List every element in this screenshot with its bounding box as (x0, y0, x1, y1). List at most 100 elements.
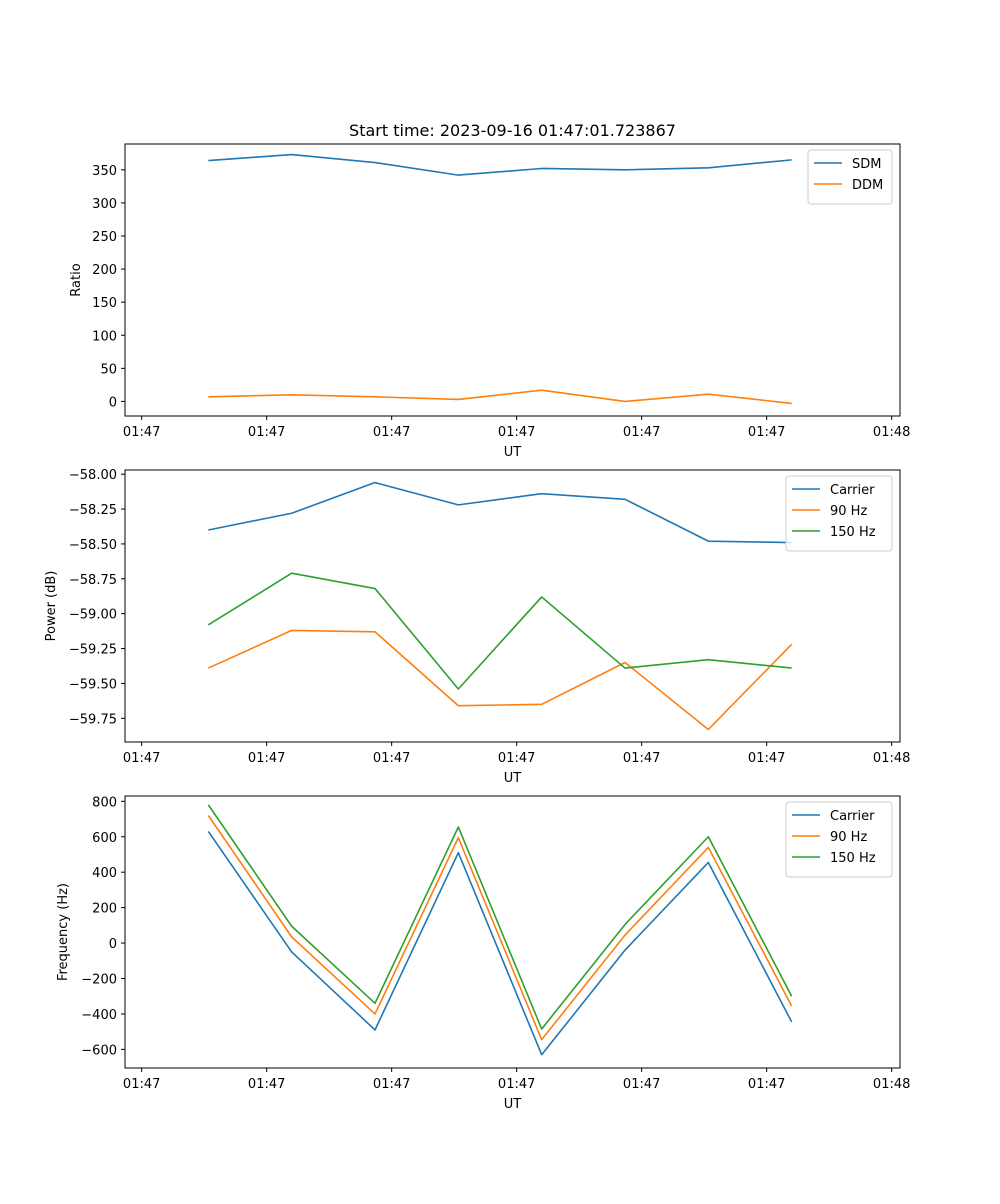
data-point-sdm (705, 165, 711, 171)
x-tick-label: 01:47 (123, 425, 160, 440)
data-point-90-hz (539, 1037, 545, 1043)
x-tick-label: 01:47 (373, 751, 410, 766)
y-tick-label: 300 (92, 197, 117, 212)
x-axis-label: UT (504, 1097, 522, 1112)
data-point-90-hz (372, 1011, 378, 1017)
data-point-150-hz (372, 1000, 378, 1006)
x-tick-label: 01:47 (123, 751, 160, 766)
y-tick-label: 150 (92, 296, 117, 311)
series-line-carrier (208, 481, 792, 544)
data-point-carrier (622, 947, 628, 953)
x-axis-label: UT (504, 771, 522, 786)
y-tick-label: −59.50 (69, 677, 117, 692)
data-point-90-hz (705, 726, 711, 732)
data-point-150-hz (455, 824, 461, 830)
data-point-sdm (372, 160, 378, 166)
y-axis-label: Frequency (Hz) (56, 883, 71, 981)
y-tick-label: −59.00 (69, 608, 117, 623)
data-point-carrier (455, 850, 461, 856)
data-point-ddm (205, 394, 211, 400)
data-point-150-hz (205, 802, 211, 808)
data-point-150-hz (372, 586, 378, 592)
x-tick-label: 01:47 (123, 1077, 160, 1092)
data-point-150-hz (539, 594, 545, 600)
data-point-sdm (789, 157, 795, 163)
legend: Carrier 90 Hz 150 Hz (785, 475, 893, 552)
data-point-90-hz (789, 1003, 795, 1009)
frequency-subplot: 01:47 01:47 01:47 01:47 01:47 01:47 01:48 800 60… (56, 795, 910, 1112)
data-point-150-hz (789, 993, 795, 999)
data-point-ddm (622, 398, 628, 404)
legend-label-90-hz: 90 Hz (830, 504, 867, 519)
legend-label-carrier: Carrier (830, 483, 875, 498)
x-tick-label: 01:47 (373, 1077, 410, 1092)
data-point-carrier (205, 527, 211, 533)
data-point-carrier (705, 859, 711, 865)
plot-frame (124, 469, 901, 743)
legend-label-150-hz: 150 Hz (830, 525, 876, 540)
data-point-90-hz (539, 701, 545, 707)
x-tick-label: 01:48 (873, 751, 910, 766)
x-tick-label: 01:47 (623, 751, 660, 766)
data-point-carrier (205, 828, 211, 834)
y-tick-label: 0 (109, 395, 117, 410)
data-point-sdm (289, 152, 295, 158)
x-tick-label: 01:48 (873, 1077, 910, 1092)
y-tick-label: −400 (81, 1008, 117, 1023)
y-tick-label: −59.25 (69, 643, 117, 658)
data-point-ddm (372, 394, 378, 400)
data-point-carrier (539, 491, 545, 497)
y-tick-label: −58.50 (69, 538, 117, 553)
plot-frame (124, 143, 901, 417)
data-point-ddm (789, 400, 795, 406)
x-tick-label: 01:47 (623, 1077, 660, 1092)
legend-box (785, 801, 893, 878)
data-point-150-hz (289, 923, 295, 929)
x-tick-label: 01:47 (248, 1077, 285, 1092)
power-subplot: 01:47 01:47 01:47 01:47 01:47 01:47 01:48 −58.0… (44, 468, 910, 786)
data-point-carrier (455, 502, 461, 508)
data-point-90-hz (705, 844, 711, 850)
x-tick-label: 01:47 (748, 1077, 785, 1092)
data-point-sdm (539, 165, 545, 171)
data-point-ddm (705, 391, 711, 397)
y-tick-label: 400 (92, 866, 117, 881)
data-point-90-hz (622, 659, 628, 665)
series-line-sdm (208, 153, 792, 176)
x-tick-label: 01:47 (748, 751, 785, 766)
y-tick-label: 0 (109, 937, 117, 952)
legend: SDM DDM (807, 149, 893, 205)
data-point-ddm (455, 396, 461, 402)
data-point-150-hz (622, 665, 628, 671)
series-line-ddm (208, 389, 792, 405)
y-tick-label: −59.75 (69, 712, 117, 727)
plot-frame (124, 795, 901, 1069)
y-axis-label: Ratio (69, 263, 84, 296)
data-point-carrier (789, 1019, 795, 1025)
y-axis-label: Power (dB) (44, 571, 59, 642)
series-line-90-hz (207, 815, 793, 1041)
y-tick-label: −200 (81, 973, 117, 988)
series-line-150-hz (207, 804, 793, 1030)
data-point-90-hz (205, 812, 211, 818)
data-point-150-hz (455, 686, 461, 692)
data-point-carrier (372, 480, 378, 486)
data-point-carrier (622, 496, 628, 502)
y-tick-label: 50 (100, 362, 117, 377)
data-point-carrier (289, 949, 295, 955)
y-tick-label: 100 (92, 329, 117, 344)
data-point-150-hz (622, 921, 628, 927)
series-line-carrier (207, 830, 793, 1056)
x-tick-label: 01:47 (623, 425, 660, 440)
legend: Carrier 90 Hz 150 Hz (785, 801, 893, 878)
x-tick-label: 01:47 (248, 751, 285, 766)
y-tick-label: −58.00 (69, 468, 117, 483)
y-tick-label: 800 (92, 795, 117, 810)
legend-label-150-hz: 150 Hz (830, 851, 876, 866)
data-point-90-hz (289, 934, 295, 940)
data-point-150-hz (705, 657, 711, 663)
chart-title: Start time: 2023-09-16 01:47:01.723867 (349, 121, 676, 140)
legend-label-sdm: SDM (852, 157, 881, 172)
legend-box (785, 475, 893, 552)
